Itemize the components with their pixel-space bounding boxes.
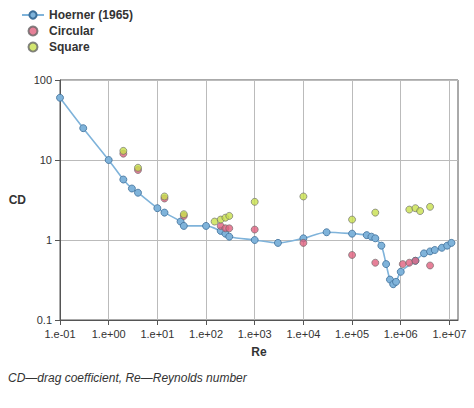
svg-text:1.e+05: 1.e+05	[335, 328, 369, 340]
svg-text:10: 10	[40, 154, 52, 166]
svg-text:1.e+00: 1.e+00	[92, 328, 126, 340]
svg-text:CD—drag coefficient, Re—Reynol: CD—drag coefficient, Re—Reynolds number	[8, 371, 248, 385]
svg-text:Square: Square	[49, 40, 90, 54]
svg-text:Re: Re	[251, 345, 267, 359]
svg-text:1.e+01: 1.e+01	[140, 328, 174, 340]
svg-text:1.e+02: 1.e+02	[189, 328, 223, 340]
svg-text:1.e+03: 1.e+03	[238, 328, 272, 340]
svg-text:1.e+06: 1.e+06	[384, 328, 418, 340]
svg-text:1.e+07: 1.e+07	[432, 328, 466, 340]
svg-text:Hoerner (1965): Hoerner (1965)	[49, 8, 133, 22]
svg-text:1: 1	[46, 234, 52, 246]
svg-text:CD: CD	[9, 193, 27, 207]
svg-text:1.e+04: 1.e+04	[286, 328, 320, 340]
svg-text:100: 100	[34, 74, 52, 86]
svg-text:1.e-01: 1.e-01	[44, 328, 75, 340]
svg-text:Circular: Circular	[49, 24, 95, 38]
svg-text:0.1: 0.1	[37, 314, 52, 326]
